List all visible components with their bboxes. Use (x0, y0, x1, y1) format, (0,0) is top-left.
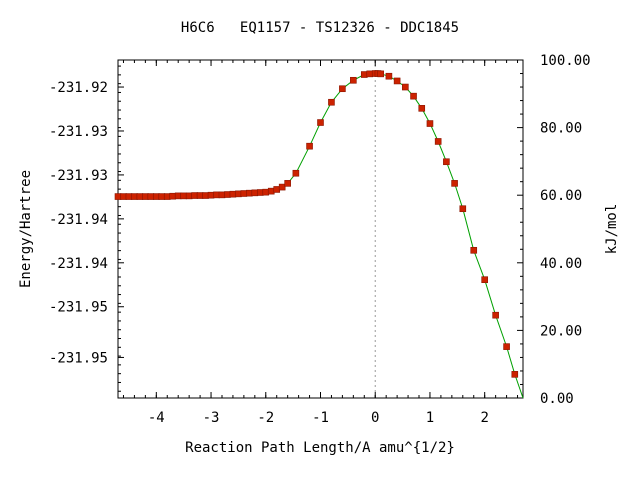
data-point (306, 142, 313, 150)
data-point (196, 192, 204, 199)
data-point (402, 83, 409, 91)
data-point (180, 192, 187, 200)
data-point (185, 192, 193, 200)
data-point (511, 371, 519, 378)
data-point (262, 188, 270, 196)
data-point (418, 105, 426, 112)
data-point (229, 190, 237, 198)
data-point (328, 98, 335, 106)
data-point (292, 169, 300, 177)
x-tick-label: 1 (426, 410, 434, 426)
data-point (366, 70, 374, 78)
plot-area: -4 -3 -2 -1 0 1 2 -231.92 -231.93 -231.93 -231.94… (49, 53, 591, 426)
left-tick-label: -231.93 (49, 168, 108, 184)
right-tick-label: 0.00 (540, 391, 574, 407)
left-ticks: -231.92 -231.93 -231.93 -231.94 -231.94 -231.… (49, 65, 124, 392)
x-ticks: -4 -3 -2 -1 0 1 2 (122, 60, 519, 426)
data-point (278, 183, 286, 191)
left-tick-label: -231.92 (49, 80, 108, 96)
data-point (360, 71, 368, 78)
x-tick-label: -1 (312, 410, 329, 426)
x-tick-label: -2 (257, 410, 274, 426)
data-point (443, 158, 450, 166)
left-tick-label: -231.93 (49, 124, 108, 140)
left-tick-label: -231.95 (49, 350, 108, 366)
data-point (410, 92, 417, 100)
right-tick-label: 20.00 (540, 323, 582, 339)
data-point (163, 193, 171, 200)
data-point (339, 85, 346, 93)
data-point (459, 205, 467, 213)
data-point (131, 193, 138, 200)
data-point (125, 193, 133, 200)
right-tick-label: 100.00 (540, 53, 591, 69)
left-tick-label: -231.95 (49, 300, 108, 316)
data-point (235, 190, 242, 198)
data-point (246, 189, 253, 197)
data-point (158, 193, 166, 200)
data-point (492, 311, 499, 319)
y-axis-label-right: kJ/mol (604, 204, 620, 255)
y-axis-label-left: Energy/Hartree (18, 170, 34, 288)
x-tick-label: -3 (203, 410, 220, 426)
data-point (385, 72, 393, 80)
chart-title: H6C6 EQ1157 - TS12326 - DDC1845 (181, 20, 459, 36)
data-point (142, 193, 149, 200)
right-tick-label: 40.00 (540, 256, 582, 272)
data-point (273, 186, 281, 193)
data-point (240, 190, 248, 197)
data-points (114, 70, 519, 378)
data-point (267, 187, 275, 195)
data-point (207, 191, 215, 199)
data-point (169, 192, 177, 200)
data-point (284, 180, 291, 187)
data-point (350, 76, 357, 84)
data-point (153, 193, 160, 200)
data-point (202, 192, 209, 199)
x-axis-label: Reaction Path Length/A amu^{1/2} (185, 440, 455, 456)
data-point (317, 119, 324, 126)
data-point (503, 343, 510, 350)
data-point (256, 189, 264, 196)
data-point (218, 191, 226, 199)
data-point (191, 192, 198, 199)
data-point (114, 193, 122, 200)
right-tick-label: 80.00 (540, 121, 582, 137)
data-point (251, 189, 259, 197)
data-point (136, 193, 144, 200)
data-point (120, 193, 127, 200)
data-point (174, 192, 182, 200)
data-point (147, 193, 155, 200)
x-tick-label: 2 (480, 410, 488, 426)
data-point (426, 120, 434, 127)
data-point (377, 70, 385, 78)
data-point (481, 276, 488, 284)
right-tick-label: 60.00 (540, 188, 582, 204)
x-tick-label: 0 (371, 410, 379, 426)
left-tick-label: -231.94 (49, 212, 108, 228)
data-point (451, 180, 458, 187)
data-point (393, 77, 401, 85)
plot-frame (117, 59, 524, 399)
data-point (434, 138, 442, 145)
x-tick-label: -4 (148, 410, 165, 426)
data-point (470, 246, 478, 254)
left-tick-label: -231.94 (49, 256, 108, 272)
right-ticks: 0.00 20.00 40.00 60.00 80.00 100.00 (517, 53, 591, 407)
data-point (213, 191, 220, 199)
data-point (224, 191, 231, 198)
